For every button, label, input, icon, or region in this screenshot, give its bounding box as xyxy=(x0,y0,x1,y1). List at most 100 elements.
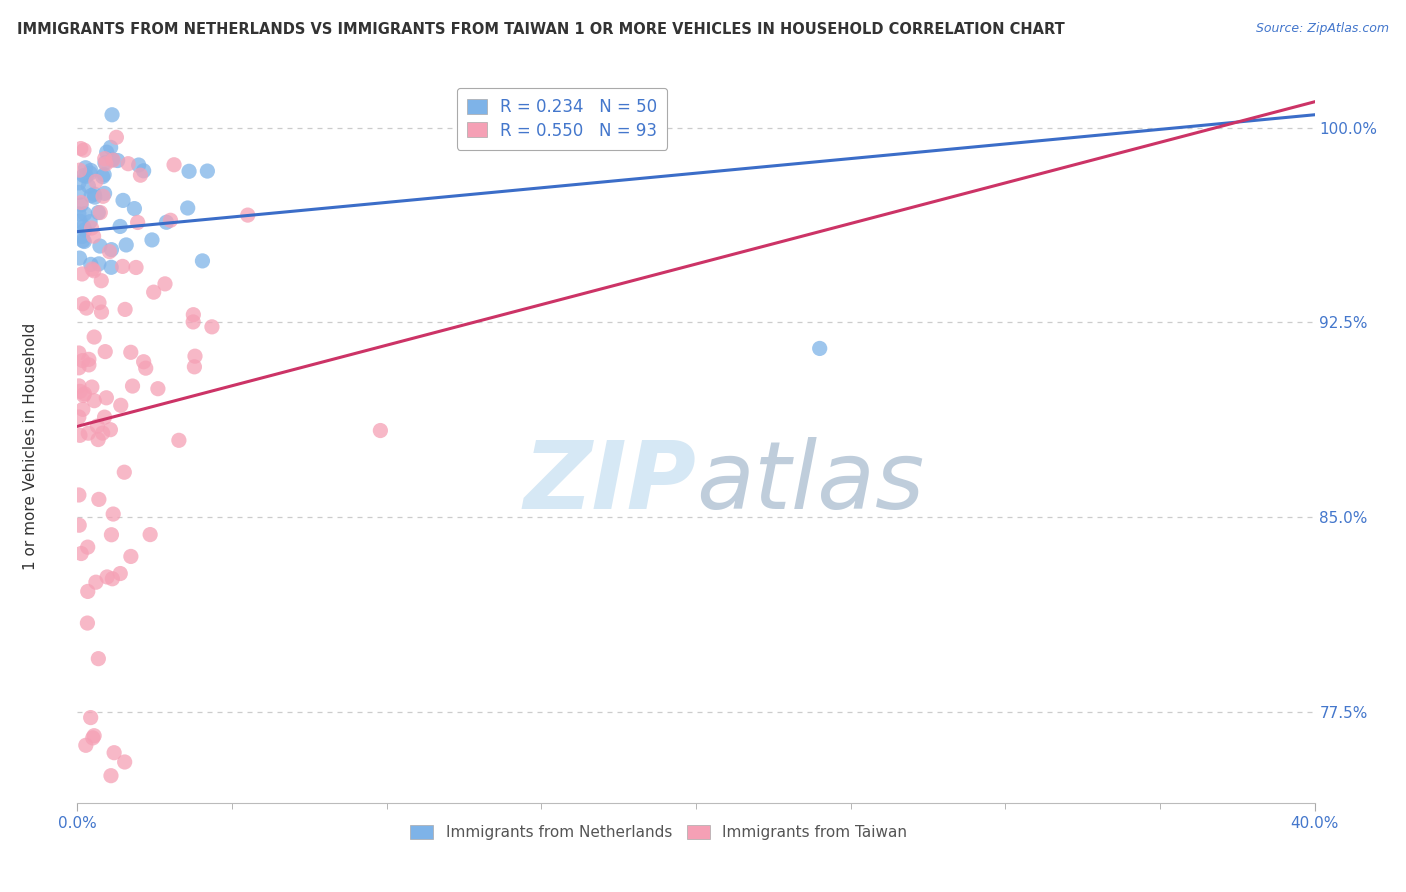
Point xyxy=(69,384,91,399)
Point xyxy=(76,615,98,630)
Point xyxy=(183,359,205,374)
Point xyxy=(82,262,104,277)
Point xyxy=(105,130,128,145)
Point xyxy=(70,267,93,281)
Point xyxy=(70,195,93,210)
Point xyxy=(67,176,90,190)
Point xyxy=(77,179,100,194)
Point xyxy=(73,143,96,157)
Point xyxy=(80,221,103,235)
Point xyxy=(73,235,96,249)
Point xyxy=(93,410,115,425)
Point xyxy=(120,345,142,359)
Point xyxy=(141,233,163,247)
Point xyxy=(67,488,90,502)
Point xyxy=(117,157,139,171)
Point xyxy=(83,190,105,204)
Point xyxy=(79,710,101,724)
Point xyxy=(69,251,91,265)
Point xyxy=(73,223,96,237)
Point xyxy=(236,208,259,222)
Point xyxy=(91,189,114,203)
Point xyxy=(67,186,90,200)
Point xyxy=(93,186,115,201)
Point xyxy=(96,145,118,160)
Point xyxy=(100,140,122,154)
Point xyxy=(132,163,155,178)
Point xyxy=(77,352,100,367)
Point xyxy=(191,253,214,268)
Point xyxy=(83,187,105,202)
Point xyxy=(124,202,146,216)
Point xyxy=(80,380,103,394)
Point xyxy=(195,164,218,178)
Point xyxy=(77,358,100,372)
Point xyxy=(163,158,186,172)
Point xyxy=(80,188,103,202)
Point xyxy=(67,360,90,375)
Point xyxy=(72,234,94,248)
Point xyxy=(146,382,169,396)
Point xyxy=(139,527,162,541)
Point xyxy=(76,540,98,554)
Point xyxy=(69,428,91,442)
Point xyxy=(201,319,224,334)
Point xyxy=(93,168,115,182)
Point xyxy=(100,423,122,437)
Point xyxy=(110,566,132,581)
Point xyxy=(89,239,111,253)
Point xyxy=(79,166,101,180)
Point xyxy=(120,549,142,564)
Point xyxy=(87,433,110,447)
Point xyxy=(181,315,204,329)
Point xyxy=(76,301,98,315)
Point xyxy=(83,264,105,278)
Point xyxy=(90,305,112,319)
Point xyxy=(132,355,155,369)
Point xyxy=(100,243,122,257)
Point xyxy=(76,584,98,599)
Point xyxy=(94,157,117,171)
Point xyxy=(70,547,93,561)
Point xyxy=(115,238,138,252)
Point xyxy=(107,153,129,168)
Point xyxy=(72,219,94,234)
Point xyxy=(77,426,100,441)
Point xyxy=(87,492,110,507)
Point xyxy=(129,168,152,182)
Point xyxy=(93,152,115,166)
Point xyxy=(110,398,132,412)
Point xyxy=(80,257,103,271)
Point xyxy=(142,285,165,300)
Point xyxy=(184,349,207,363)
Point xyxy=(91,169,114,184)
Point xyxy=(72,402,94,417)
Text: 1 or more Vehicles in Household: 1 or more Vehicles in Household xyxy=(24,322,38,570)
Text: Source: ZipAtlas.com: Source: ZipAtlas.com xyxy=(1256,22,1389,36)
Point xyxy=(87,295,110,310)
Point xyxy=(121,379,143,393)
Point xyxy=(128,158,150,172)
Point xyxy=(167,434,190,448)
Legend: Immigrants from Netherlands, Immigrants from Taiwan: Immigrants from Netherlands, Immigrants … xyxy=(405,819,914,846)
Point xyxy=(103,507,125,521)
Point xyxy=(100,260,122,275)
Point xyxy=(101,108,124,122)
Point xyxy=(70,198,93,212)
Point xyxy=(87,205,110,219)
Point xyxy=(111,260,134,274)
Point xyxy=(69,214,91,228)
Point xyxy=(83,393,105,408)
Point xyxy=(96,391,118,405)
Point xyxy=(127,215,149,229)
Text: ZIP: ZIP xyxy=(523,437,696,529)
Point xyxy=(112,465,135,479)
Point xyxy=(79,214,101,228)
Point xyxy=(72,169,94,183)
Point xyxy=(100,527,122,541)
Point xyxy=(67,409,90,424)
Point xyxy=(177,201,200,215)
Point xyxy=(72,297,94,311)
Point xyxy=(87,651,110,665)
Point xyxy=(72,353,94,368)
